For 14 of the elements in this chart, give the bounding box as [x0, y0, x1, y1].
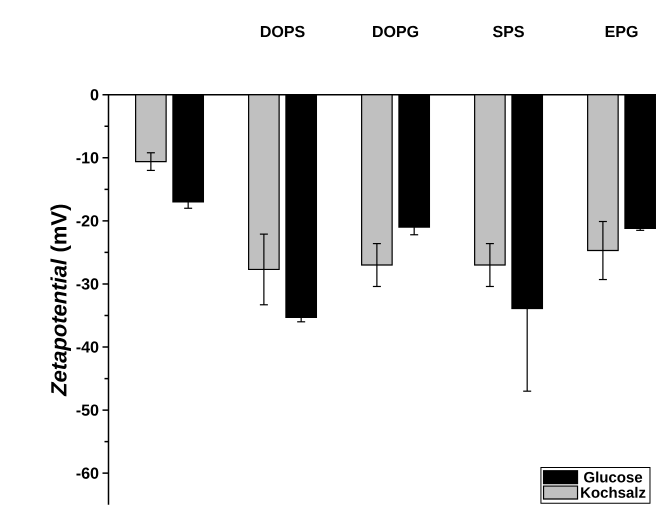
- y-axis-title: Zetapotential (mV): [50, 204, 71, 396]
- y-tick-label: -20: [76, 215, 98, 227]
- y-tick-label: 0: [90, 89, 98, 100]
- x-tick-label: SPS: [492, 26, 524, 38]
- y-tick-label: -30: [76, 278, 98, 290]
- y-tick-label: -40: [76, 341, 98, 353]
- legend-label: Glucose: [584, 471, 642, 482]
- y-tick-label: -50: [76, 404, 98, 416]
- x-tick-label: DOPS: [260, 26, 305, 38]
- legend-label: Kochsalz: [581, 486, 646, 498]
- x-tick-label: EPG: [606, 26, 638, 38]
- x-tick-label: DOPG: [373, 26, 418, 38]
- y-tick-label: -10: [76, 152, 98, 164]
- y-tick-label: -60: [76, 468, 98, 479]
